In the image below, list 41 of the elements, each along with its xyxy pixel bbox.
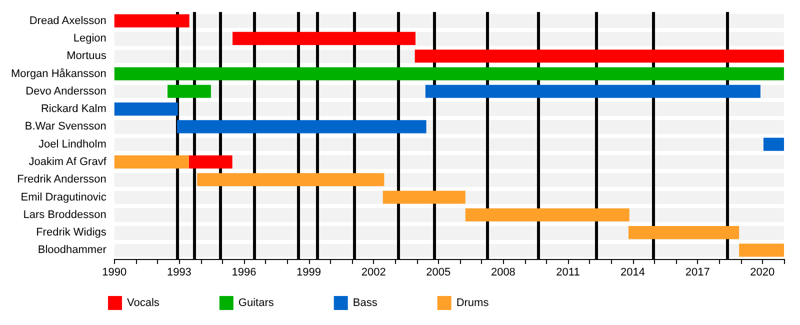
bar: [188, 155, 232, 168]
y-tick-label: Emil Dragutinovic: [20, 191, 107, 204]
y-tick-label: Devo Andersson: [26, 85, 106, 98]
x-tick-label: 2020: [750, 266, 775, 278]
legend-label: Drums: [456, 297, 490, 309]
bar: [168, 84, 211, 98]
y-tick-label: Dread Axelsson: [29, 14, 106, 27]
legend-label: Bass: [352, 297, 378, 309]
x-tick-label: 2014: [620, 266, 646, 278]
bar: [114, 14, 190, 28]
x-tick-label: 2011: [556, 266, 580, 278]
x-tick-label: 1996: [232, 266, 256, 278]
x-tick-label: 2008: [490, 266, 516, 278]
y-tick-label: Mortuus: [66, 50, 107, 62]
legend-label: Guitars: [238, 297, 274, 309]
bar: [739, 244, 784, 257]
x-tick-label: 1990: [102, 266, 127, 278]
bar: [232, 32, 416, 45]
bar: [197, 173, 384, 186]
x-tick-label: 2002: [361, 266, 386, 278]
bar: [382, 190, 466, 204]
y-tick-label: B.War Svensson: [24, 120, 106, 133]
bar: [465, 208, 630, 222]
y-tick-label: Joel Lindholm: [38, 138, 106, 150]
bar: [114, 155, 189, 168]
y-tick-label: Rickard Kalm: [40, 103, 106, 116]
x-tick-label: 1999: [296, 266, 322, 278]
y-tick-label: Joakim Af Gravf: [28, 156, 108, 168]
y-tick-label: Legion: [73, 32, 106, 44]
bar: [114, 102, 178, 116]
x-tick-label: 2005: [426, 266, 451, 278]
bar: [763, 138, 784, 151]
x-tick-label: 2017: [685, 266, 710, 278]
y-tick-label: Bloodhammer: [38, 244, 107, 256]
y-tick-label: Fredrik Andersson: [17, 174, 106, 186]
legend-label: Vocals: [127, 297, 160, 309]
y-tick-label: Lars Broddesson: [23, 208, 106, 221]
y-tick-label: Morgan Håkansson: [10, 68, 106, 80]
x-tick-label: 1993: [166, 266, 192, 278]
bar: [628, 226, 740, 240]
y-tick-label: Fredrik Widigs: [36, 226, 107, 239]
